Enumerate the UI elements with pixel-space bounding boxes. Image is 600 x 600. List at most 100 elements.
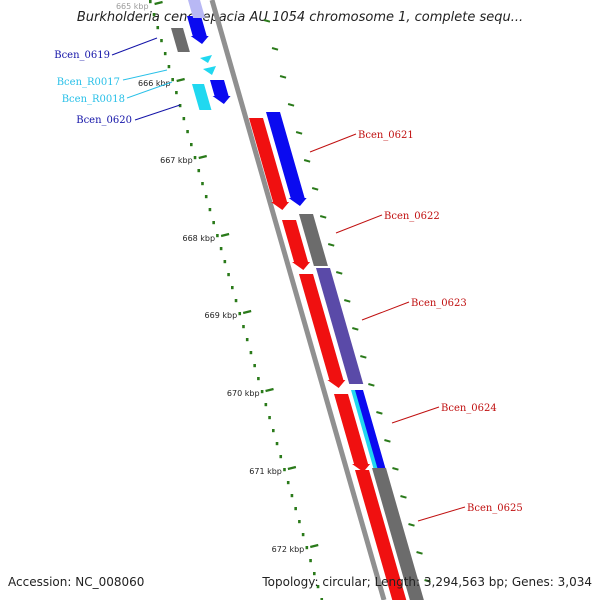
gene-bcen-0623-bar bbox=[299, 274, 346, 388]
ruler-dot bbox=[271, 429, 275, 433]
right-tick bbox=[327, 243, 335, 247]
ruler-dot bbox=[294, 507, 297, 511]
right-tick bbox=[376, 411, 383, 415]
gene-bcen-0619-bar bbox=[171, 28, 190, 52]
major-tick bbox=[154, 0, 163, 6]
gene-bcen-0625-partner-bar bbox=[372, 468, 424, 600]
ruler-dot bbox=[189, 143, 193, 147]
label-leader bbox=[134, 104, 181, 121]
ruler-dot bbox=[216, 234, 219, 238]
gene-bcen-0624-blue-bar bbox=[355, 390, 386, 470]
ruler-dot bbox=[290, 494, 294, 498]
ruler-dot bbox=[219, 247, 223, 251]
rrna-marker-r0017 bbox=[200, 55, 212, 63]
right-tick bbox=[392, 467, 399, 471]
right-tick bbox=[344, 299, 351, 303]
gene-features bbox=[171, 0, 424, 600]
ruler-dot bbox=[238, 312, 242, 316]
right-tick bbox=[424, 579, 431, 583]
label-leader bbox=[417, 506, 466, 522]
ruler-dot bbox=[175, 91, 178, 95]
right-tick bbox=[408, 523, 415, 527]
right-tick bbox=[319, 215, 327, 219]
ruler-dot bbox=[149, 0, 152, 4]
kbp-label: 668 kbp bbox=[182, 234, 215, 243]
ruler-dot bbox=[182, 117, 186, 121]
genome-summary: Topology: circular; Length: 3,294,563 bp… bbox=[262, 575, 592, 589]
right-tick bbox=[263, 19, 271, 23]
right-tick bbox=[311, 187, 319, 191]
ruler-dot bbox=[268, 416, 271, 420]
major-tick bbox=[198, 154, 207, 160]
ruler-dot bbox=[152, 13, 156, 17]
kbp-label: 671 kbp bbox=[249, 467, 282, 476]
major-tick bbox=[176, 77, 185, 83]
ruler-dot bbox=[193, 156, 197, 160]
gene-label: Bcen_R0017 bbox=[57, 77, 120, 88]
gene-bcen-0622-partner-bar bbox=[299, 214, 328, 266]
ruler-dot bbox=[167, 65, 171, 69]
ruler-dot bbox=[234, 299, 238, 303]
right-tick bbox=[384, 439, 391, 443]
ruler-dot bbox=[249, 351, 253, 355]
right-tick-track bbox=[263, 19, 431, 583]
ruler-dot bbox=[298, 520, 301, 524]
major-tick bbox=[220, 232, 230, 238]
kbp-label: 665 kbp bbox=[116, 2, 149, 11]
ruler-dot bbox=[178, 104, 182, 108]
right-tick bbox=[400, 495, 407, 499]
ruler-dot bbox=[171, 78, 174, 82]
gene-block-upper bbox=[187, 16, 209, 44]
gene-bcen-0621-partner-bar bbox=[266, 112, 307, 206]
ruler-dot bbox=[305, 546, 309, 550]
rrna-marker-r0018 bbox=[203, 66, 216, 75]
ruler-dot bbox=[208, 208, 212, 212]
ruler-dot bbox=[163, 52, 167, 56]
major-tick bbox=[287, 465, 297, 471]
ruler-dot bbox=[201, 182, 204, 186]
gene-label: Bcen_0621 bbox=[358, 130, 414, 141]
right-tick bbox=[279, 75, 287, 79]
right-tick bbox=[352, 327, 359, 331]
ruler-dot bbox=[245, 338, 249, 342]
ruler-dot bbox=[257, 377, 260, 381]
right-tick bbox=[360, 355, 367, 359]
gene-bcen-0625-bar bbox=[355, 470, 407, 600]
ruler-dot bbox=[264, 403, 268, 407]
ruler-dot bbox=[309, 559, 312, 563]
kbp-label: 670 kbp bbox=[227, 389, 260, 398]
gene-label: Bcen_0622 bbox=[384, 211, 440, 222]
kbp-label: 666 kbp bbox=[138, 79, 171, 88]
label-leader bbox=[309, 133, 357, 153]
ruler-dot bbox=[320, 598, 324, 600]
gene-label: Bcen_0625 bbox=[467, 503, 523, 514]
label-leader bbox=[126, 81, 173, 99]
ruler-dot bbox=[197, 169, 201, 173]
gene-label: Bcen_0620 bbox=[76, 115, 132, 126]
gene-bcen-r0018-bar bbox=[192, 84, 212, 110]
major-tick bbox=[309, 543, 319, 549]
label-leader bbox=[335, 214, 383, 234]
map-title: Burkholderia cenocepacia AU 1054 chromos… bbox=[76, 10, 524, 25]
label-leader bbox=[122, 69, 168, 81]
dotted-ruler-track bbox=[149, 0, 324, 600]
right-tick bbox=[295, 131, 303, 135]
ruler-dot bbox=[227, 273, 230, 277]
gene-label: Bcen_R0018 bbox=[62, 94, 125, 105]
gene-bcen-0622-bar bbox=[282, 220, 311, 270]
chromosome-backbone bbox=[209, 0, 387, 600]
label-leader bbox=[391, 406, 440, 424]
ruler-dot bbox=[156, 26, 160, 30]
ruler-labels: 665 kbp 666 kbp 667 kbp 668 kbp 669 kbp 670 k… bbox=[116, 0, 319, 554]
ruler-dot bbox=[275, 442, 279, 446]
right-tick bbox=[368, 383, 375, 387]
ruler-dot bbox=[283, 468, 286, 472]
label-leader bbox=[361, 301, 410, 321]
right-tick bbox=[416, 551, 423, 555]
ruler-dot bbox=[230, 286, 234, 290]
gene-label: Bcen_0623 bbox=[411, 298, 467, 309]
gene-label-leaders bbox=[111, 37, 466, 522]
gene-faded-bar bbox=[188, 0, 206, 18]
gene-bcen-0621-bar bbox=[249, 118, 290, 210]
